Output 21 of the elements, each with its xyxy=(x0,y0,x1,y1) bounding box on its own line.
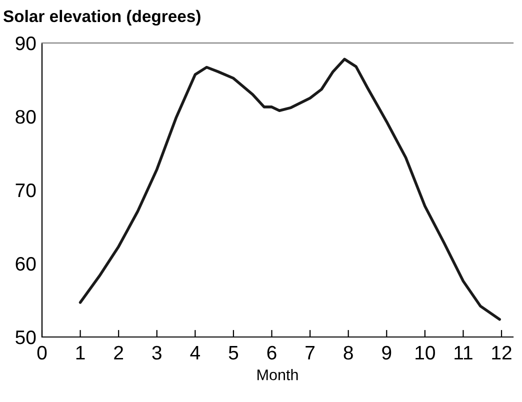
x-tick-label: 7 xyxy=(306,346,314,360)
x-tick-label: 2 xyxy=(114,346,124,360)
y-tick-label: 80 xyxy=(16,110,36,124)
x-tick-label: 11 xyxy=(454,346,472,360)
x-tick-label: 8 xyxy=(344,346,353,360)
x-axis-title: Month xyxy=(258,369,298,380)
x-tick-label: 12 xyxy=(492,346,512,360)
line-series xyxy=(78,58,501,321)
x-tick-label: 10 xyxy=(416,346,435,360)
y-tick-label: 50 xyxy=(16,330,36,344)
x-tick-label: 5 xyxy=(228,346,238,360)
x-tick-label: 0 xyxy=(37,346,47,360)
x-tick-label: 3 xyxy=(152,346,162,360)
x-tick-label: 1 xyxy=(76,346,85,360)
chart-title: Solar elevation (degrees) xyxy=(3,10,200,26)
x-tick-label: 9 xyxy=(382,346,392,360)
x-tick-label: 4 xyxy=(190,346,200,360)
x-tick-label: 6 xyxy=(267,346,276,360)
y-tick-label: 70 xyxy=(16,183,36,198)
y-tick-label: 60 xyxy=(16,256,36,271)
y-tick-label: 90 xyxy=(16,36,36,50)
